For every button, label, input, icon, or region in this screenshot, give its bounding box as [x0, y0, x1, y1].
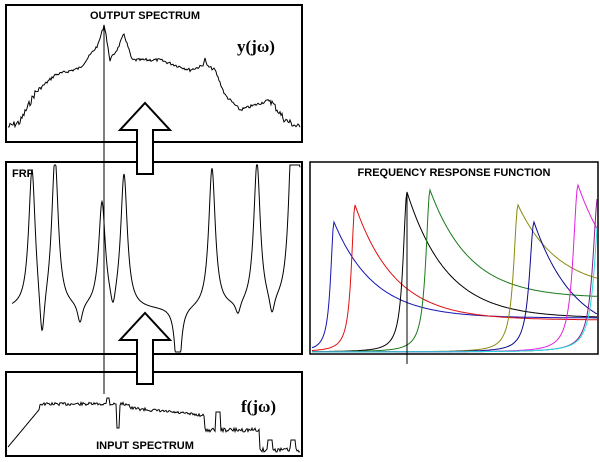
input-spectrum-curve [7, 397, 301, 453]
output-math-label: y(jω) [237, 37, 275, 56]
output-spectrum-curve [7, 24, 301, 129]
mode-curve-4 [312, 188, 597, 353]
mode-curve-3 [312, 191, 597, 353]
mode-curve-2 [312, 204, 597, 351]
frf-title: FRF [12, 168, 34, 180]
input-spectrum-panel: INPUT SPECTRUM f(jω) [5, 371, 303, 457]
output-spectrum-title: OUTPUT SPECTRUM [90, 10, 200, 22]
mode-curve-9 [312, 227, 598, 353]
arrow-input-to-frf [117, 311, 173, 385]
modal-frf-title: FREQUENCY RESPONSE FUNCTION [358, 167, 551, 179]
frf-curve [11, 164, 301, 353]
mode-curve-5 [312, 203, 598, 353]
input-math-label: f(jω) [241, 397, 276, 416]
modal-frf-panel: FREQUENCY RESPONSE FUNCTION [309, 161, 599, 364]
mode-curve-1 [311, 220, 597, 349]
mode-curves [311, 183, 598, 353]
mode-curve-6 [312, 220, 598, 353]
arrow-frf-to-output [117, 101, 173, 175]
input-spectrum-title: INPUT SPECTRUM [96, 440, 194, 452]
mode-curve-8 [312, 199, 598, 353]
